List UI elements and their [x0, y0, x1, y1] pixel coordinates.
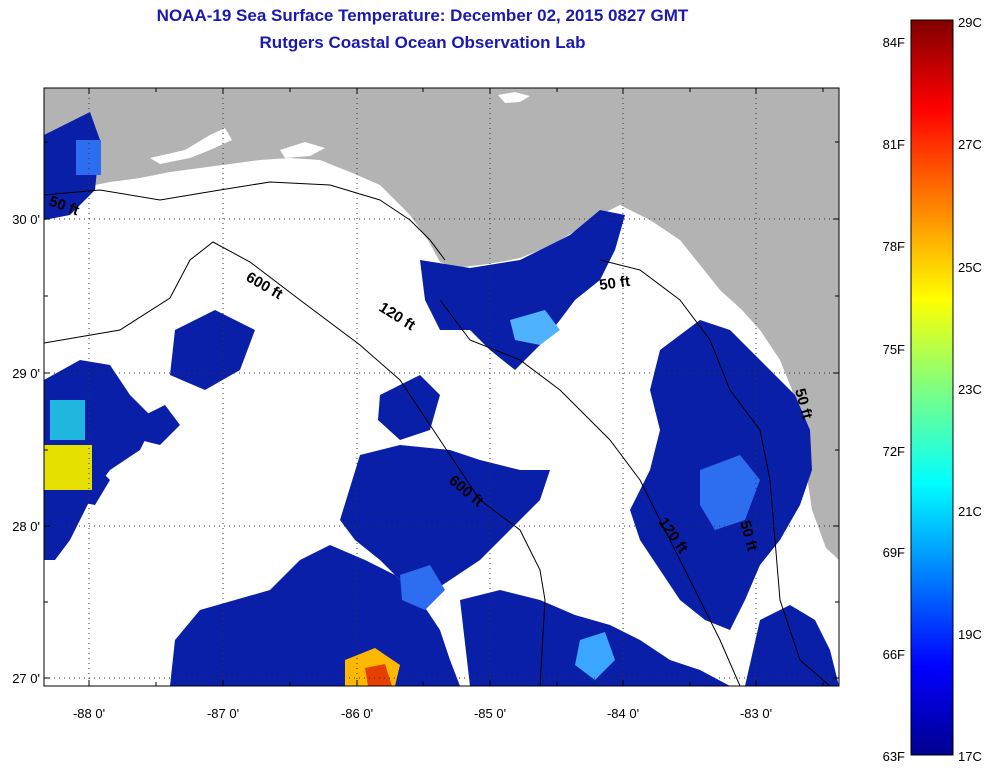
- plot-area: 50 ft 600 ft 120 ft 50 ft 600 ft 120 ft …: [12, 87, 840, 721]
- fahrenheit-label: 75F: [883, 342, 905, 357]
- lat-label: 29 0': [12, 366, 40, 381]
- celsius-label: 25C: [958, 260, 982, 275]
- sst-warm-patches: [44, 140, 760, 686]
- celsius-label: 17C: [958, 749, 982, 764]
- fahrenheit-label: 69F: [883, 545, 905, 560]
- lon-label: -86 0': [341, 706, 373, 721]
- colorbar-fahrenheit-labels: 84F 81F 78F 75F 72F 69F 66F 63F: [883, 35, 905, 764]
- fahrenheit-label: 66F: [883, 647, 905, 662]
- land-mass: [44, 88, 839, 560]
- sst-cold-patches: [44, 112, 839, 686]
- lon-label: -87 0': [207, 706, 239, 721]
- celsius-label: 21C: [958, 504, 982, 519]
- celsius-label: 19C: [958, 627, 982, 642]
- longitude-labels: -88 0' -87 0' -86 0' -85 0' -84 0' -83 0…: [73, 706, 772, 721]
- lat-label: 27 0': [12, 671, 40, 686]
- fahrenheit-label: 63F: [883, 749, 905, 764]
- lon-label: -84 0': [607, 706, 639, 721]
- colorbar-gradient: [910, 19, 954, 756]
- isobath-lines: [44, 181, 831, 686]
- fahrenheit-label: 84F: [883, 35, 905, 50]
- celsius-label: 29C: [958, 15, 982, 30]
- lon-label: -85 0': [474, 706, 506, 721]
- celsius-label: 27C: [958, 137, 982, 152]
- lon-label: -88 0': [73, 706, 105, 721]
- lat-label: 30 0': [12, 212, 40, 227]
- lon-label: -83 0': [740, 706, 772, 721]
- map-subtitle: Rutgers Coastal Ocean Observation Lab: [259, 33, 586, 52]
- latitude-labels: 30 0' 29 0' 28 0' 27 0': [12, 212, 40, 686]
- map-title: NOAA-19 Sea Surface Temperature: Decembe…: [156, 6, 689, 25]
- temperature-colorbar: 84F 81F 78F 75F 72F 69F 66F 63F 29C 27C …: [883, 15, 982, 764]
- fahrenheit-label: 81F: [883, 137, 905, 152]
- bay-inlets: [150, 92, 530, 164]
- plot-frame: [43, 87, 840, 687]
- lat-label: 28 0': [12, 519, 40, 534]
- colorbar-celsius-labels: 29C 27C 25C 23C 21C 19C 17C: [958, 15, 982, 764]
- fahrenheit-label: 78F: [883, 239, 905, 254]
- axis-ticks: [44, 88, 839, 686]
- fahrenheit-label: 72F: [883, 444, 905, 459]
- celsius-label: 23C: [958, 382, 982, 397]
